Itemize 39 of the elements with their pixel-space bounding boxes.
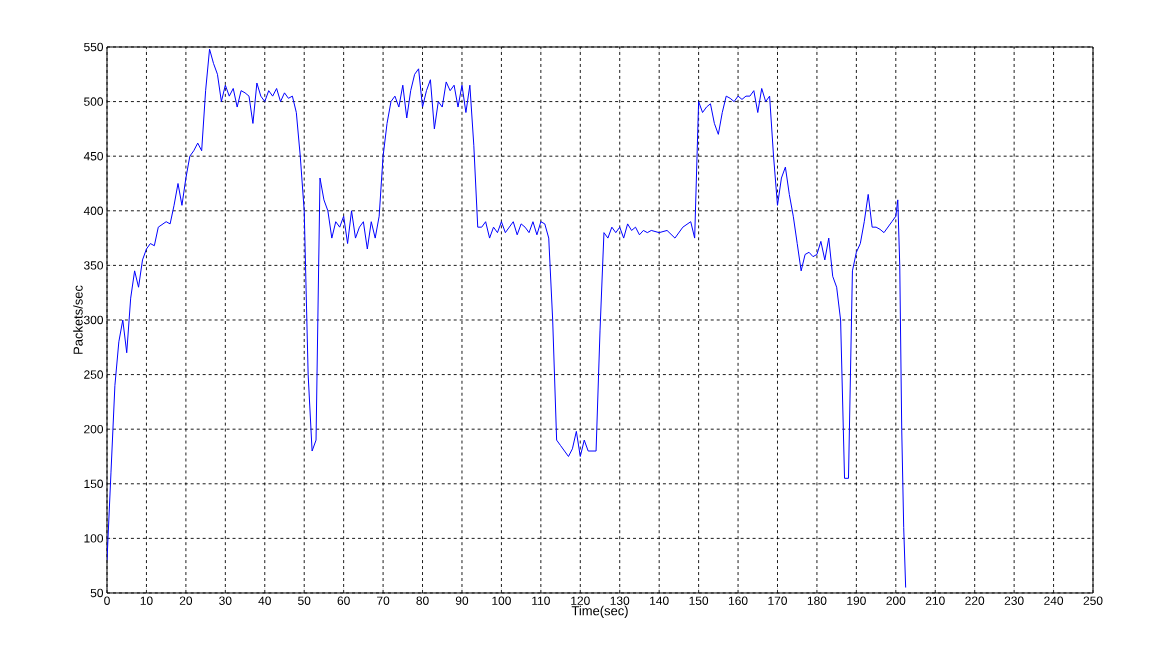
y-tick-label: 550 (84, 42, 104, 52)
x-tick-label: 180 (807, 596, 827, 605)
y-tick-label: 500 (84, 97, 104, 106)
x-tick-label: 20 (179, 596, 193, 605)
x-tick-label: 100 (492, 596, 511, 605)
x-tick-label: 140 (650, 596, 669, 605)
x-tick-label: 150 (689, 596, 709, 605)
y-tick-label: 300 (84, 315, 104, 325)
x-tick-label: 40 (258, 596, 271, 605)
x-tick-label: 60 (337, 596, 350, 605)
x-tick-label: 80 (416, 596, 429, 605)
y-tick-label: 100 (84, 534, 104, 543)
x-tick-label: 10 (140, 596, 153, 605)
y-tick-label: 400 (83, 206, 104, 216)
y-tick-label: 150 (84, 479, 104, 489)
x-tick-label: 190 (847, 596, 866, 605)
x-tick-label: 240 (1044, 596, 1064, 605)
x-tick-label: 250 (1083, 596, 1103, 605)
y-tick-label: 250 (84, 370, 104, 379)
y-tick-label: 350 (84, 261, 104, 270)
x-tick-label: 70 (377, 596, 390, 605)
x-tick-label: 30 (219, 596, 232, 605)
x-tick-label: 220 (965, 596, 985, 605)
x-tick-label: 90 (455, 596, 469, 605)
x-tick-label: 50 (298, 596, 311, 605)
x-axis-title: Time(sec) (571, 605, 628, 618)
x-tick-label: 170 (768, 596, 787, 605)
x-tick-label: 130 (610, 596, 630, 605)
x-tick-label: 200 (886, 596, 906, 605)
x-tick-label: 230 (1004, 596, 1024, 605)
x-tick-label: 0 (104, 596, 110, 605)
y-tick-label: 450 (83, 151, 104, 161)
x-tick-label: 210 (925, 596, 945, 605)
y-axis-title: Packets/sec (73, 285, 83, 354)
y-tick-label: 200 (84, 424, 104, 434)
x-tick-label: 110 (532, 596, 550, 605)
x-tick-label: 160 (728, 596, 748, 605)
x-tick-label: 120 (571, 596, 590, 605)
y-tick-label: 50 (90, 588, 104, 598)
